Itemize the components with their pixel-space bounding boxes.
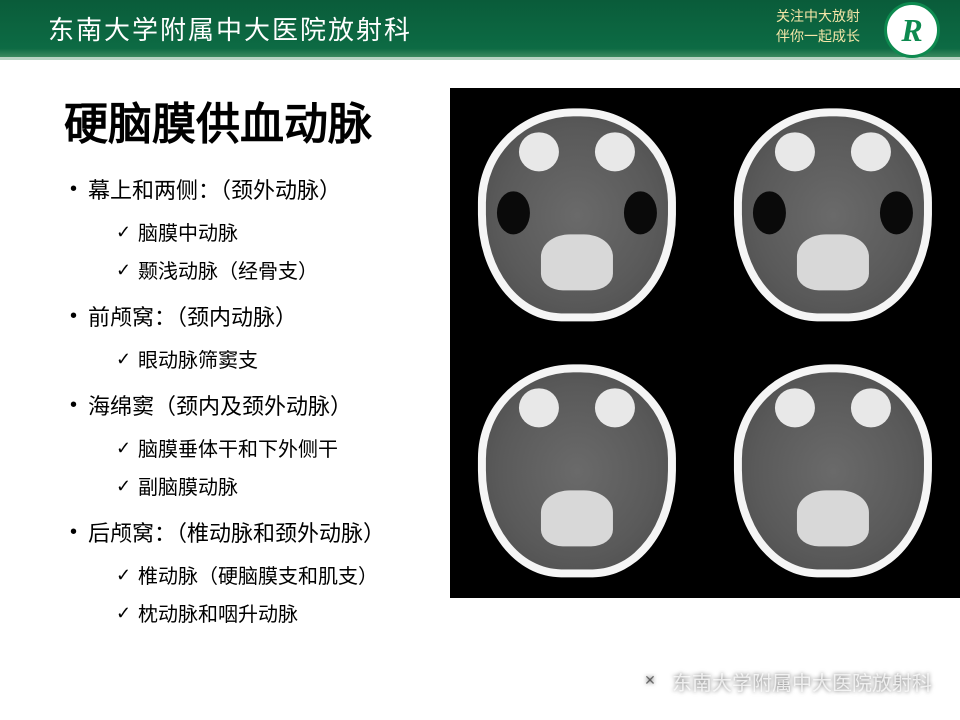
image-column <box>438 88 960 720</box>
sub-item-3-0: 椎动脉（硬脑膜支和肌支） <box>88 558 448 596</box>
logo-letter: R <box>901 12 922 49</box>
ct-scan-2 <box>706 88 960 342</box>
sub-list-3: 椎动脉（硬脑膜支和肌支）枕动脉和咽升动脉 <box>88 558 448 634</box>
sub-item-3-1: 枕动脉和咽升动脉 <box>88 596 448 634</box>
tagline-1: 关注中大放射 <box>776 8 860 28</box>
watermark-text: 东南大学附属中大医院放射科 <box>672 667 932 696</box>
bullet-item-2: 海绵窦（颈内及颈外动脉）脑膜垂体干和下外侧干副脑膜动脉 <box>68 390 448 507</box>
tagline-2: 伴你一起成长 <box>776 28 860 48</box>
bullet-item-1: 前颅窝：（颈内动脉）眼动脉筛窦支 <box>68 301 448 380</box>
sub-item-0-1: 颞浅动脉（经骨支） <box>88 253 448 291</box>
sub-item-2-0: 脑膜垂体干和下外侧干 <box>88 431 448 469</box>
sub-item-1-0: 眼动脉筛窦支 <box>88 342 448 380</box>
sub-list-1: 眼动脉筛窦支 <box>88 342 448 380</box>
header-tagline: 关注中大放射 伴你一起成长 <box>776 8 860 47</box>
sub-item-2-1: 副脑膜动脉 <box>88 469 448 507</box>
ct-scan-4 <box>706 344 960 598</box>
ct-scan-3 <box>450 344 704 598</box>
header-bar: 东南大学附属中大医院放射科 关注中大放射 伴你一起成长 R <box>0 0 960 60</box>
sub-item-0-0: 脑膜中动脉 <box>88 215 448 253</box>
header-title: 东南大学附属中大医院放射科 <box>48 10 412 47</box>
sub-list-2: 脑膜垂体干和下外侧干副脑膜动脉 <box>88 431 448 507</box>
logo-badge: R <box>884 2 940 58</box>
outline-list: 幕上和两侧：（颈外动脉）脑膜中动脉颞浅动脉（经骨支） 前颅窝：（颈内动脉）眼动脉筛… <box>68 174 448 634</box>
wechat-icon: ✕ <box>636 668 664 696</box>
watermark: ✕ 东南大学附属中大医院放射科 <box>636 667 932 696</box>
bullet-item-3: 后颅窝：（椎动脉和颈外动脉）椎动脉（硬脑膜支和肌支）枕动脉和咽升动脉 <box>68 517 448 634</box>
ct-scan-1 <box>450 88 704 342</box>
page-title: 硬脑膜供血动脉 <box>64 88 448 152</box>
bullet-item-0: 幕上和两侧：（颈外动脉）脑膜中动脉颞浅动脉（经骨支） <box>68 174 448 291</box>
sub-list-0: 脑膜中动脉颞浅动脉（经骨支） <box>88 215 448 291</box>
ct-scan-grid <box>450 88 960 598</box>
content-area: 硬脑膜供血动脉 幕上和两侧：（颈外动脉）脑膜中动脉颞浅动脉（经骨支） 前颅窝：（颈… <box>0 60 960 720</box>
text-column: 硬脑膜供血动脉 幕上和两侧：（颈外动脉）脑膜中动脉颞浅动脉（经骨支）前颅窝：（颈… <box>68 88 448 720</box>
